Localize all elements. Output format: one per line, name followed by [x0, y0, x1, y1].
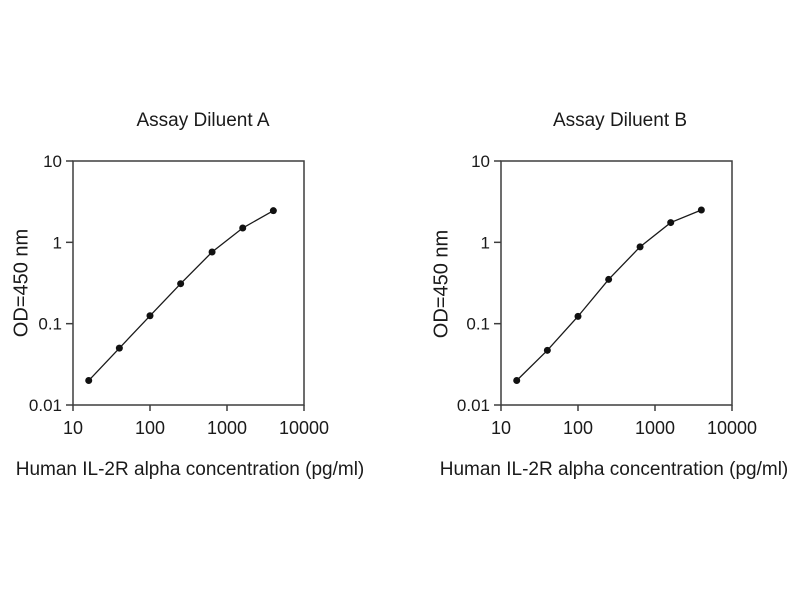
x-tick-label: 10000 — [707, 418, 757, 438]
y-tick-label: 10 — [43, 152, 62, 171]
data-point-marker — [513, 377, 521, 385]
chart-title: Assay Diluent A — [136, 110, 270, 131]
data-point-marker — [574, 312, 582, 320]
data-point-marker — [177, 280, 185, 288]
data-point-marker — [543, 346, 551, 354]
data-point-marker — [85, 377, 93, 385]
standard-curve-line — [516, 209, 702, 381]
x-tick-label: 1000 — [635, 418, 675, 438]
x-tick-label: 10000 — [279, 418, 329, 438]
y-tick-label: 0.1 — [38, 315, 62, 334]
data-point-marker — [115, 344, 123, 352]
data-point-marker — [667, 219, 675, 227]
y-tick-label: 0.1 — [466, 315, 490, 334]
y-tick-label: 0.01 — [29, 396, 62, 415]
data-point-marker — [636, 243, 644, 251]
data-point-marker — [146, 312, 154, 320]
chart-title: Assay Diluent B — [552, 110, 688, 131]
x-tick-label: 10 — [63, 418, 83, 438]
standard-curve-line — [88, 210, 274, 381]
x-tick-label: 100 — [135, 418, 165, 438]
x-tick-label: 10 — [491, 418, 511, 438]
data-point-marker — [697, 206, 705, 214]
plot-area-assay-diluent-b: 10 100 1000 10000 10 1 0.1 0.01 — [457, 152, 757, 438]
x-tick-label: 1000 — [207, 418, 247, 438]
data-point-marker — [208, 248, 216, 256]
axis-box — [500, 160, 733, 406]
axis-box — [72, 160, 305, 406]
y-tick-label: 10 — [471, 152, 490, 171]
x-tick-label: 100 — [563, 418, 593, 438]
y-tick-label: 1 — [53, 233, 62, 252]
plot-area-assay-diluent-a: 10 100 1000 10000 10 1 0.1 0.01 — [29, 152, 329, 438]
data-point-marker — [605, 275, 613, 283]
x-axis-label: Human IL-2R alpha concentration (pg/ml) — [15, 459, 365, 480]
data-point-marker — [239, 224, 247, 232]
data-point-marker — [269, 207, 277, 215]
y-tick-label: 0.01 — [457, 396, 490, 415]
x-axis-label: Human IL-2R alpha concentration (pg/ml) — [439, 459, 789, 480]
y-tick-label: 1 — [481, 233, 490, 252]
